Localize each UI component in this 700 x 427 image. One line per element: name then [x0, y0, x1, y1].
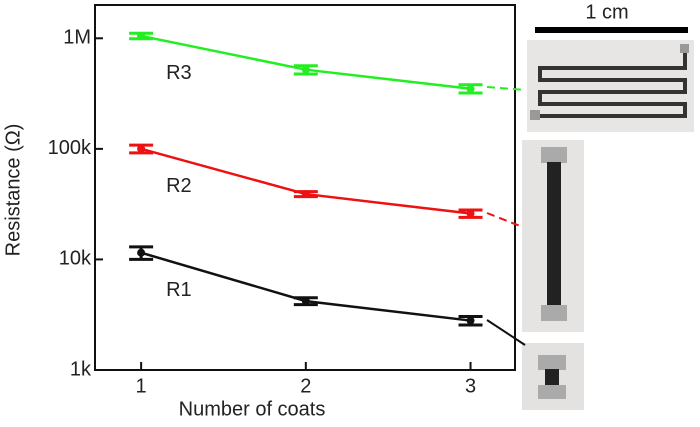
y-tick-label: 1M [63, 27, 91, 49]
connector [486, 86, 526, 91]
series-label: R1 [166, 279, 192, 301]
scale-bar-label: 1 cm [585, 1, 628, 23]
x-tick-label: 3 [465, 375, 476, 397]
point [301, 297, 310, 306]
series-label: R3 [166, 62, 192, 84]
connector [486, 212, 521, 227]
y-tick-label: 1k [70, 358, 92, 380]
series-label: R2 [166, 175, 192, 197]
x-tick-label: 2 [300, 375, 311, 397]
y-tick-label: 10k [59, 248, 92, 270]
photo-serpentine [527, 40, 694, 132]
plot-frame [94, 4, 516, 371]
x-axis-label: Number of coats [179, 398, 326, 420]
point [301, 190, 310, 199]
point [137, 248, 146, 257]
x-tick-label: 1 [136, 375, 147, 397]
photo-short [522, 343, 584, 410]
y-axis-label: Resistance (Ω) [2, 124, 24, 257]
connector [486, 319, 526, 346]
y-tick-label: 100k [48, 137, 92, 159]
point [466, 84, 475, 93]
point [466, 209, 475, 218]
point [137, 144, 146, 153]
photo-strip [522, 140, 584, 332]
point [466, 316, 475, 325]
point [301, 65, 310, 74]
point [137, 31, 146, 40]
